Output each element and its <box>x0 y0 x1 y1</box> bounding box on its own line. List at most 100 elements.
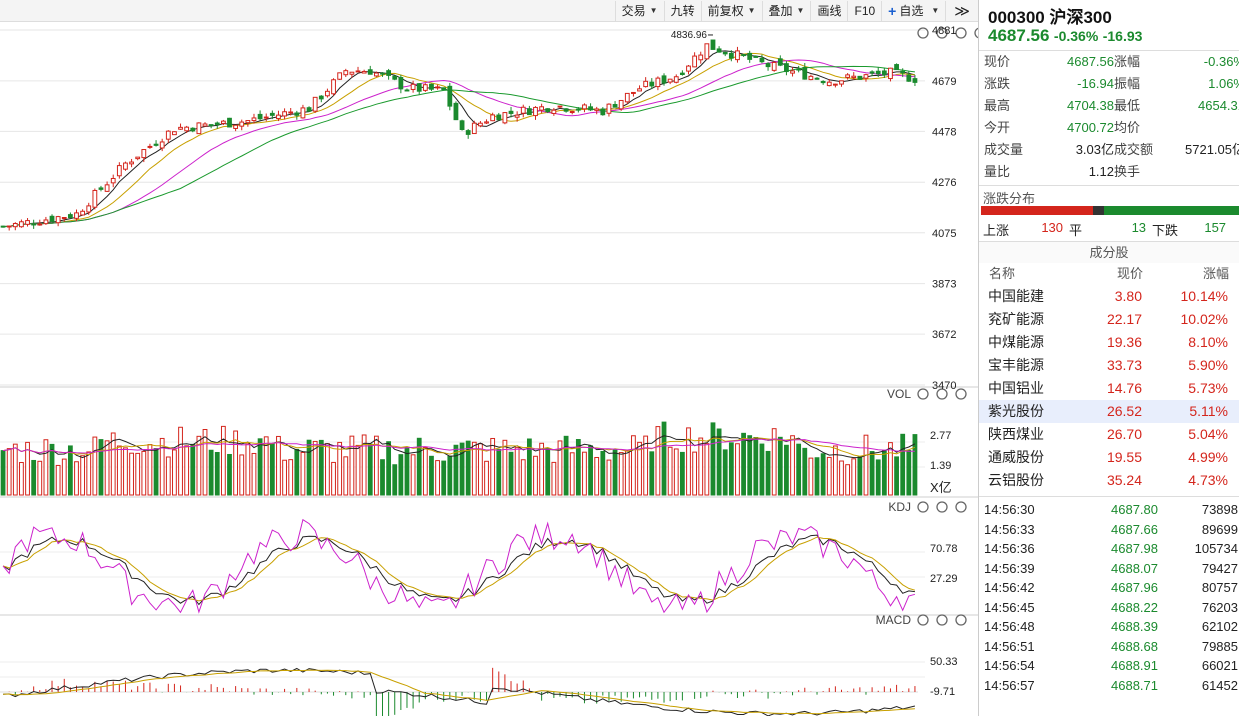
tick-volume: 89699 <box>1201 521 1238 537</box>
volume-bar <box>19 462 24 496</box>
constituent-price: 33.73 <box>1106 357 1142 373</box>
volume-bar <box>569 452 575 496</box>
volume-bar <box>422 447 428 496</box>
distribution-title: 涨跌分布 <box>983 191 1036 206</box>
volume-bar <box>728 442 734 496</box>
constituent-row[interactable]: 紫光股份 26.52 5.11% <box>979 400 1239 423</box>
candle-body <box>728 52 734 59</box>
down-label: 下跌 <box>1152 223 1179 238</box>
refresh-icon <box>917 27 929 39</box>
constituent-row[interactable]: 通威股份 19.55 4.99% <box>979 446 1239 469</box>
candle-body <box>894 64 899 71</box>
candle-body <box>759 57 765 63</box>
trade-menu[interactable]: 交易 ▼ <box>614 0 664 21</box>
gear-icon <box>917 614 929 626</box>
tick-volume: 79885 <box>1201 638 1238 654</box>
tick-price: 4687.96 <box>1111 580 1158 595</box>
collapse-button[interactable]: ≫ <box>945 0 978 21</box>
down-count: 157 <box>1204 220 1227 235</box>
stock-change: -16.93 <box>1102 28 1143 44</box>
constituent-name: 通威股份 <box>988 449 1044 465</box>
volume-bar <box>777 436 783 496</box>
candle-body <box>6 225 12 228</box>
constituent-row[interactable]: 宝丰能源 33.73 5.90% <box>979 354 1239 377</box>
panel-icons <box>917 27 978 626</box>
volume-bar <box>667 446 673 496</box>
trade-label: 交易 <box>621 4 646 18</box>
volume-bar <box>6 448 12 496</box>
constituents-list: 中国能建 3.80 10.14% 兖矿能源 22.17 10.02% 中煤能源 19.36 8.… <box>979 285 1239 492</box>
volume-bar <box>331 461 336 496</box>
candle-body <box>551 109 557 114</box>
constituent-name: 中煤能源 <box>988 334 1044 350</box>
col-name: 名称 <box>989 266 1016 281</box>
volume-bar <box>679 451 685 496</box>
overlay-menu[interactable]: 叠加 ▼ <box>761 0 811 21</box>
stock-title: 000300 沪深300 <box>988 8 1112 27</box>
candle-body <box>704 43 710 60</box>
volume-ma-line <box>3 437 916 457</box>
candle-body <box>116 165 122 177</box>
candle-body <box>331 79 336 95</box>
tick-row: 14:56:45 4688.22 76203 <box>979 598 1239 618</box>
candle-body <box>502 112 508 124</box>
adjust-menu[interactable]: 前复权 ▼ <box>700 0 762 21</box>
distribution-bar <box>981 206 1239 215</box>
constituent-row[interactable]: 中国能建 3.80 10.14% <box>979 285 1239 308</box>
constituent-row[interactable]: 陕西煤业 26.70 5.04% <box>979 423 1239 446</box>
candle-body <box>765 63 771 68</box>
tick-time: 14:56:54 <box>984 658 1035 673</box>
volume-bar <box>533 455 538 496</box>
volume-bar <box>392 464 398 496</box>
close-icon <box>955 388 967 400</box>
volume-bar <box>12 443 18 496</box>
candle-body <box>643 80 649 88</box>
candle-body <box>612 104 618 108</box>
volume-ma-line <box>3 438 915 454</box>
volume-bar <box>92 436 98 496</box>
macd-tick-label: -9.71 <box>930 686 955 698</box>
candle-body <box>808 75 814 81</box>
nine-turn-button[interactable]: 九转 <box>663 0 701 21</box>
volume-bar <box>196 435 202 496</box>
up-count: 130 <box>1041 220 1064 235</box>
draw-button[interactable]: 画线 <box>810 0 847 21</box>
volume-bar <box>698 437 704 496</box>
volume-bar <box>496 449 502 496</box>
volume-bar <box>355 444 361 496</box>
constituent-row[interactable]: 云铝股份 35.24 4.73% <box>979 469 1239 492</box>
constituent-row[interactable]: 中国铝业 14.76 5.73% <box>979 377 1239 400</box>
volume-bar <box>429 455 434 496</box>
tick-time: 14:56:30 <box>984 502 1035 517</box>
constituent-row[interactable]: 中煤能源 19.36 8.10% <box>979 331 1239 354</box>
candle-body <box>649 81 655 87</box>
volume-bar <box>692 451 698 496</box>
candlesticks <box>0 39 918 231</box>
candle-body <box>104 184 110 192</box>
distribution-counts: 上涨 130 平 13 下跌 157 <box>979 215 1239 241</box>
quote-value: 4704.38 <box>1067 98 1114 113</box>
volume-bar <box>312 440 318 496</box>
candle-body <box>863 74 869 79</box>
kdj-tick-label: 27.29 <box>930 573 958 585</box>
chart-grid <box>0 29 978 678</box>
constituent-change: 5.04% <box>1188 426 1228 442</box>
constituent-price: 35.24 <box>1106 472 1142 488</box>
candle-body <box>306 107 312 112</box>
candle-body <box>190 127 196 132</box>
f10-button[interactable]: F10 <box>847 0 881 21</box>
peak-label: 4836.96 <box>671 30 708 41</box>
candle-body <box>453 102 459 121</box>
watchlist-button[interactable]: + 自选 ▼ <box>881 0 945 21</box>
constituent-row[interactable]: 兖矿能源 22.17 10.02% <box>979 308 1239 331</box>
watchlist-label: 自选 <box>899 4 924 18</box>
candle-body <box>667 78 673 83</box>
kdj-lines <box>2 518 916 614</box>
volume-bar <box>367 443 373 496</box>
volume-bar <box>257 438 263 496</box>
candle-body <box>575 108 581 111</box>
volume-bar <box>123 447 128 496</box>
candle-body <box>398 77 404 90</box>
